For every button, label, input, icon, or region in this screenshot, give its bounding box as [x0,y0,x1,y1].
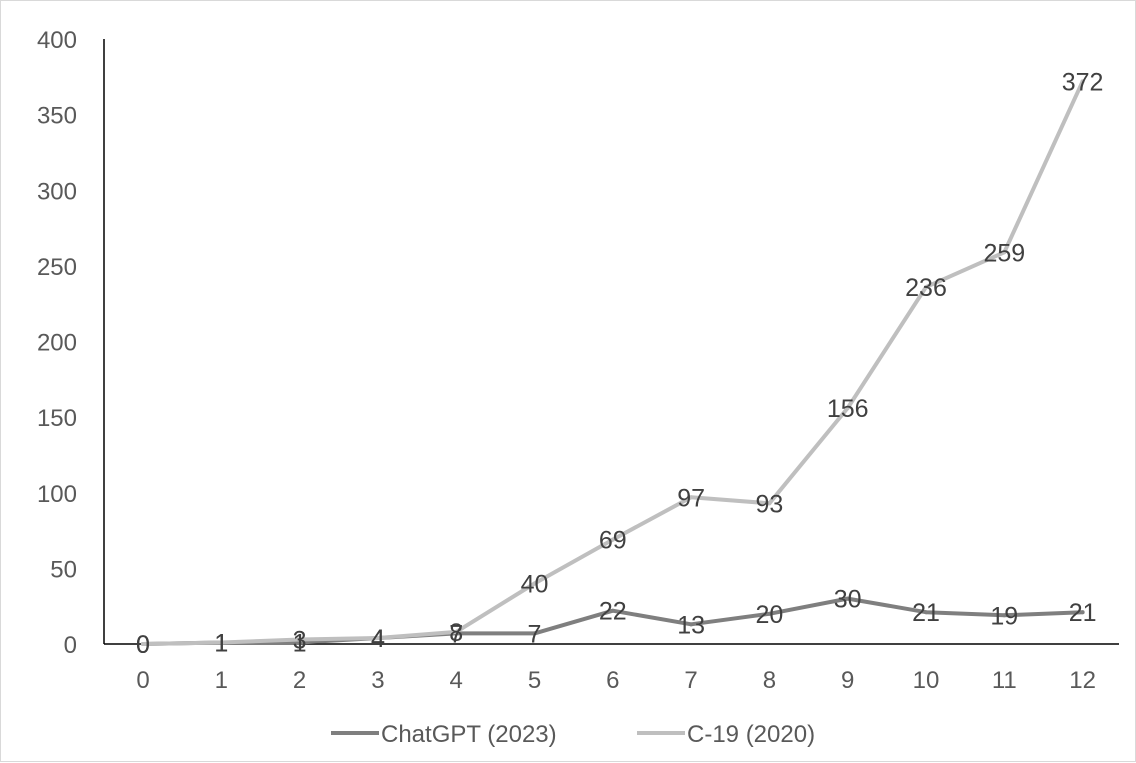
data-point [689,495,694,500]
data-point [1080,610,1085,615]
x-tick-label: 8 [763,667,776,694]
data-label: 7 [449,620,463,648]
data-point [845,406,850,411]
data-point [1002,613,1007,618]
data-label: 30 [834,586,862,614]
data-point [610,608,615,613]
x-tick-label: 5 [528,667,541,694]
data-label: 4 [371,625,385,653]
x-tick-label: 3 [371,667,384,694]
data-point [375,635,380,640]
x-tick-label: 0 [136,667,149,694]
data-label: 69 [599,527,627,555]
data-point [924,285,928,290]
data-label: 13 [677,611,705,639]
data-label: 259 [983,239,1025,267]
data-label: 20 [755,601,783,629]
data-label: 156 [827,395,869,423]
y-tick-label: 400 [37,27,77,54]
data-label: 7 [528,620,542,648]
data-point [297,637,302,642]
data-label: 1 [214,629,228,657]
data-point [689,622,694,627]
data-label: 93 [755,490,783,518]
x-tick-label: 1 [215,667,228,694]
data-point [1080,79,1085,84]
y-tick-label: 0 [64,632,77,659]
x-tick-label: 10 [913,667,940,694]
data-label: 0 [136,631,150,659]
y-tick-label: 300 [37,178,77,205]
data-point [219,640,224,645]
legend-label: C-19 (2020) [687,721,815,748]
x-tick-label: 11 [992,667,1017,694]
data-label: 22 [599,598,627,626]
data-label: 0 [136,631,150,659]
data-label: 372 [1062,68,1104,96]
data-point [924,610,928,615]
x-tick-label: 12 [1069,667,1096,694]
data-point [532,631,537,636]
y-tick-label: 50 [50,556,77,583]
data-point [845,596,850,601]
x-tick-label: 7 [684,667,697,694]
x-tick-label: 2 [293,667,306,694]
data-point [454,629,459,634]
data-label: 3 [293,626,307,654]
x-tick-label: 4 [450,667,463,694]
data-point [767,611,772,616]
y-tick-label: 250 [37,254,77,281]
data-point [532,581,537,586]
data-label: 1 [293,629,307,657]
x-tick-label: 9 [841,667,854,694]
y-tick-label: 100 [37,481,77,508]
y-tick-label: 350 [37,103,77,130]
data-label: 1 [214,629,228,657]
data-label: 21 [1069,599,1097,627]
data-point [767,501,772,506]
data-point [141,642,145,646]
data-label: 19 [990,602,1018,630]
data-point [1002,250,1007,255]
data-label: 4 [371,625,385,653]
data-label: 97 [677,484,705,512]
data-label: 236 [905,274,947,302]
data-label: 8 [449,619,463,647]
data-label: 40 [521,571,549,599]
legend-label: ChatGPT (2023) [381,721,557,748]
series-line-c19 [141,79,1085,646]
data-point [610,537,615,542]
y-tick-label: 150 [37,405,77,432]
x-tick-label: 6 [606,667,619,694]
data-label: 21 [912,599,940,627]
y-tick-label: 200 [37,330,77,357]
